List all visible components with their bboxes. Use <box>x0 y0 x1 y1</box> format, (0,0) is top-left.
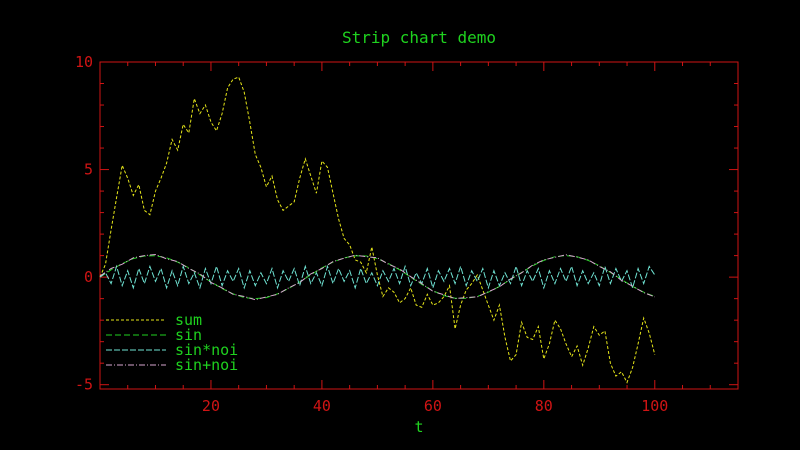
y-tick-label: -5 <box>75 376 93 394</box>
legend-label: sin*noi <box>175 341 238 359</box>
y-tick-label: 0 <box>84 268 93 286</box>
legend-label: sum <box>175 311 202 329</box>
y-tick-label: 10 <box>75 53 93 71</box>
chart-title: Strip chart demo <box>342 28 496 47</box>
x-tick-label: 80 <box>535 397 553 415</box>
y-tick-label: 5 <box>84 161 93 179</box>
series-line-sin-noi <box>99 253 655 301</box>
x-tick-label: 60 <box>424 397 442 415</box>
series-line-sin-noi <box>99 264 656 290</box>
series-line-sum <box>99 76 656 384</box>
legend-label: sin+noi <box>175 356 238 374</box>
legend-label: sin <box>175 326 202 344</box>
x-tick-label: 40 <box>313 397 331 415</box>
x-axis-label: t <box>414 418 423 436</box>
x-tick-label: 100 <box>641 397 668 415</box>
axis-tick-labels: 20 40 60 80 100 -5 0 5 10 <box>75 53 668 415</box>
axis-ticks <box>100 61 738 389</box>
x-tick-label: 20 <box>202 397 220 415</box>
series-layer <box>99 76 656 384</box>
plot-frame <box>99 61 739 390</box>
